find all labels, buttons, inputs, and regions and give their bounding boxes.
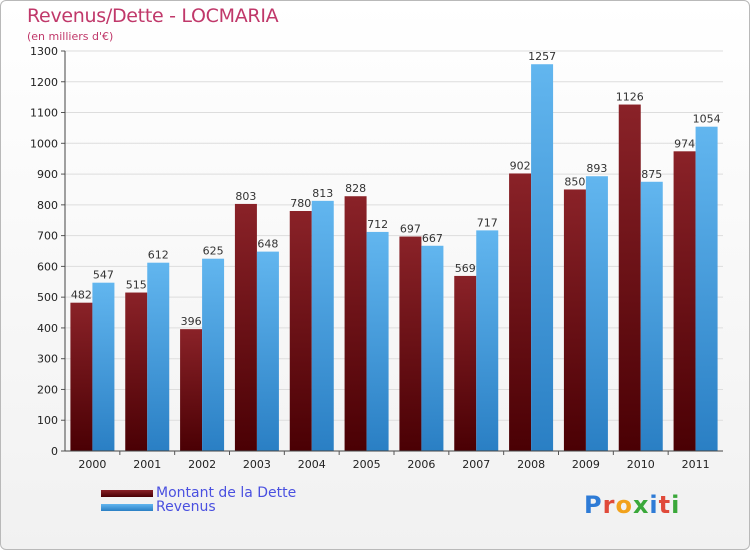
- value-label-dette-2007: 569: [455, 262, 476, 275]
- x-tick-label-2006: 2006: [407, 458, 435, 471]
- grid-lines: [65, 50, 723, 452]
- bar-dette-2006: [399, 236, 422, 451]
- axes: 0 100 200 300 400 500 600 700 800 900 1000 1100 1200…: [30, 45, 723, 471]
- value-label-dette-2000: 482: [71, 289, 92, 302]
- value-label-dette-2011: 974: [674, 137, 695, 150]
- bar-revenus-2005: [366, 231, 389, 451]
- y-tick-label: 700: [37, 230, 58, 243]
- y-tick-label: 100: [37, 414, 58, 427]
- value-label-revenus-2011: 1054: [693, 113, 721, 126]
- y-tick-label: 200: [37, 383, 58, 396]
- y-tick-label: 900: [37, 168, 58, 181]
- proxiti-logo: Proxiti: [584, 491, 680, 519]
- value-label-revenus-2004: 813: [312, 187, 333, 200]
- x-tick-label-2007: 2007: [462, 458, 490, 471]
- bar-dette-2008: [509, 173, 532, 451]
- y-tick-label: 0: [51, 445, 58, 458]
- bar-dette-2002: [180, 329, 203, 451]
- bar-revenus-2007: [476, 230, 499, 451]
- x-tick-label-2005: 2005: [353, 458, 381, 471]
- bar-revenus-2009: [585, 176, 608, 451]
- y-tick-label: 400: [37, 322, 58, 335]
- value-label-revenus-2002: 625: [203, 245, 224, 258]
- value-label-revenus-2006: 667: [422, 232, 443, 245]
- x-tick-label-2002: 2002: [188, 458, 216, 471]
- bar-dette-2003: [234, 203, 257, 451]
- y-tick-label: 1100: [30, 107, 58, 120]
- bar-dette-2001: [125, 292, 148, 451]
- x-tick-label-2008: 2008: [517, 458, 545, 471]
- value-label-revenus-2005: 712: [367, 218, 388, 231]
- logo-letter: x: [632, 491, 650, 519]
- bar-revenus-2003: [256, 251, 279, 451]
- bar-revenus-2000: [92, 282, 115, 451]
- value-label-dette-2001: 515: [126, 279, 147, 292]
- value-label-dette-2010: 1126: [616, 91, 644, 104]
- legend-label-revenus: Revenus: [156, 499, 216, 515]
- logo-letter: i: [671, 491, 681, 519]
- x-tick-label-2001: 2001: [133, 458, 161, 471]
- x-tick-label-2000: 2000: [78, 458, 106, 471]
- bar-dette-2010: [618, 104, 641, 452]
- bar-dette-2011: [673, 151, 696, 452]
- y-tick-label: 1000: [30, 137, 58, 150]
- chart-subtitle: (en milliers d'€): [27, 30, 114, 43]
- x-tick-label-2011: 2011: [682, 458, 710, 471]
- value-label-dette-2004: 780: [290, 197, 311, 210]
- value-label-dette-2009: 850: [564, 175, 585, 188]
- legend-swatch-dette: [101, 490, 153, 497]
- y-tick-label: 1300: [30, 45, 58, 58]
- bar-dette-2009: [563, 189, 586, 451]
- bar-dette-2000: [70, 302, 93, 451]
- value-label-revenus-2009: 893: [586, 162, 607, 175]
- bars: [70, 64, 718, 452]
- bar-dette-2005: [344, 196, 367, 451]
- y-tick-label: 600: [37, 260, 58, 273]
- y-tick-label: 800: [37, 199, 58, 212]
- legend-swatch-revenus: [101, 504, 153, 511]
- value-label-revenus-2000: 547: [93, 269, 114, 282]
- legend-label-dette: Montant de la Dette: [156, 485, 297, 501]
- x-tick-label-2010: 2010: [627, 458, 655, 471]
- logo-letter: P: [584, 491, 603, 519]
- bar-dette-2007: [454, 275, 477, 451]
- value-label-dette-2006: 697: [400, 223, 421, 236]
- y-tick-label: 300: [37, 353, 58, 366]
- bar-revenus-2010: [640, 181, 663, 451]
- value-label-dette-2003: 803: [235, 190, 256, 203]
- bar-dette-2004: [289, 211, 312, 451]
- x-tick-label-2003: 2003: [243, 458, 271, 471]
- y-tick-label: 1200: [30, 76, 58, 89]
- logo-letter: t: [658, 491, 672, 519]
- bar-revenus-2011: [695, 126, 718, 451]
- chart-title: Revenus/Dette - LOCMARIA: [27, 5, 279, 27]
- value-label-revenus-2001: 612: [148, 249, 169, 262]
- x-tick-label-2004: 2004: [298, 458, 326, 471]
- value-label-revenus-2010: 875: [641, 168, 662, 181]
- value-label-dette-2008: 902: [510, 159, 531, 172]
- value-label-dette-2005: 828: [345, 182, 366, 195]
- bar-revenus-2001: [147, 262, 170, 451]
- value-label-dette-2002: 396: [181, 315, 202, 328]
- bar-revenus-2008: [531, 64, 554, 451]
- y-tick-label: 500: [37, 291, 58, 304]
- bar-revenus-2002: [202, 258, 225, 451]
- value-label-revenus-2007: 717: [477, 216, 498, 229]
- logo-letter: r: [602, 491, 616, 519]
- x-tick-label-2009: 2009: [572, 458, 600, 471]
- logo-letter: o: [615, 491, 633, 519]
- bar-revenus-2006: [421, 245, 444, 451]
- logo-letter: i: [649, 491, 659, 519]
- value-label-revenus-2003: 648: [257, 238, 278, 251]
- value-label-revenus-2008: 1257: [528, 50, 556, 63]
- bar-revenus-2004: [311, 200, 334, 451]
